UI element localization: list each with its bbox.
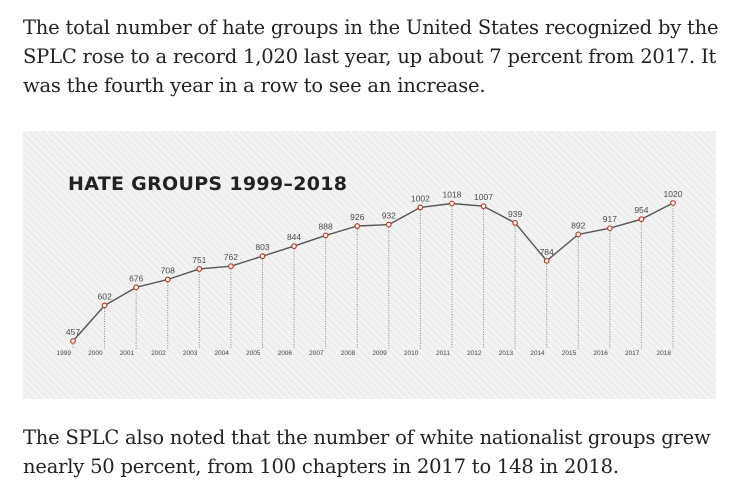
x-tick-label: 2007: [309, 350, 324, 357]
data-point: [638, 216, 645, 223]
data-point: [417, 204, 424, 211]
data-point: [543, 257, 550, 264]
x-tick-label: 2009: [372, 350, 387, 357]
data-points: [70, 200, 676, 344]
data-point: [322, 232, 329, 239]
x-tick-label: 2017: [625, 350, 640, 357]
data-point: [164, 276, 171, 283]
data-point: [606, 225, 613, 232]
value-label: 844: [287, 232, 301, 242]
x-tick-label: 1999: [57, 350, 72, 357]
data-point: [449, 200, 455, 207]
value-labels: 457 602 676 708 751 762 803 844 888 926 932 1002 101…: [66, 189, 683, 337]
value-label: 676: [129, 273, 143, 283]
data-point: [291, 243, 297, 250]
data-point: [133, 284, 140, 291]
value-label: 932: [382, 211, 396, 221]
data-point: [354, 223, 361, 229]
value-label: 784: [540, 247, 554, 257]
x-tick-label: 2012: [467, 350, 482, 357]
x-tick-label: 2008: [341, 350, 356, 357]
x-tick-label: 2018: [657, 350, 672, 357]
series-line: [72, 202, 674, 342]
value-label: 751: [192, 255, 206, 265]
data-point: [670, 200, 676, 206]
value-label: 803: [255, 242, 269, 252]
data-point: [227, 263, 234, 270]
data-point: [196, 266, 203, 272]
value-label: 457: [66, 327, 80, 337]
data-point: [512, 219, 519, 226]
data-point: [575, 231, 582, 238]
x-tick-label: 2000: [88, 350, 103, 357]
x-tick-label: 2010: [404, 350, 419, 357]
chart-title: HATE GROUPS 1999–2018: [68, 173, 348, 195]
x-tick-label: 2001: [120, 350, 135, 357]
x-tick-label: 2014: [530, 350, 545, 357]
x-tick-label: 2005: [246, 350, 261, 357]
x-tick-label: 2006: [278, 350, 293, 357]
value-label: 926: [350, 212, 364, 222]
value-label: 1002: [411, 193, 430, 203]
value-label: 1007: [474, 192, 493, 202]
x-tick-label: 2016: [593, 350, 608, 357]
data-point: [101, 302, 108, 309]
x-tick-label: 2013: [499, 350, 514, 357]
value-label: 602: [97, 291, 111, 301]
value-label: 954: [634, 205, 648, 215]
data-point: [259, 253, 266, 260]
series-line-group: [72, 202, 674, 342]
line-chart: 457 602 676 708 751 762 803 844 888 926 932 1002 101…: [57, 189, 683, 357]
x-tick-label: 2002: [151, 350, 166, 357]
value-label: 762: [224, 252, 238, 262]
drop-lines: [72, 206, 674, 349]
data-point: [385, 221, 392, 228]
x-tick-label: 2011: [436, 350, 450, 357]
data-point: [480, 203, 487, 210]
x-tick-label: 2004: [214, 350, 229, 357]
value-label: 708: [161, 265, 175, 275]
value-label: 892: [571, 220, 585, 230]
value-label: 1020: [664, 189, 683, 199]
x-tick-label: 2003: [183, 350, 198, 357]
value-label: 888: [319, 221, 333, 231]
intro-paragraph: The total number of hate groups in the U…: [23, 16, 719, 97]
value-label: 939: [508, 209, 522, 219]
value-label: 1018: [442, 189, 461, 199]
chart-figure: HATE GROUPS 1999–2018 457 602 676 708 751 762…: [23, 131, 716, 399]
data-point: [70, 338, 76, 344]
x-tick-label: 2015: [562, 350, 577, 357]
followup-paragraph: The SPLC also noted that the number of w…: [23, 426, 711, 478]
x-tick-labels: 1999 2000 2001 2002 2003 2004 2005 2006 2007 2008…: [57, 350, 672, 357]
value-label: 917: [603, 214, 617, 224]
